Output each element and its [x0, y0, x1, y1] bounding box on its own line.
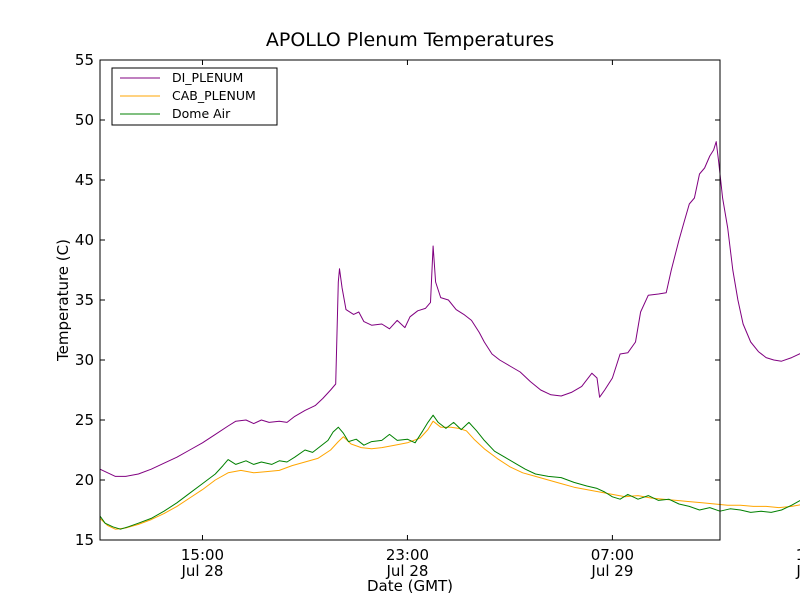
plot-area [99, 141, 800, 530]
y-tick-label: 25 [75, 411, 94, 429]
legend: DI_PLENUM CAB_PLENUM Dome Air [111, 67, 278, 126]
x-tick-date-label: Jul 29 [590, 562, 633, 580]
x-tick-date-label: Jul 28 [385, 562, 428, 580]
x-tick-time-label: 23:00 [386, 546, 429, 564]
legend-label-dome-air: Dome Air [172, 106, 231, 121]
series-line-di-plenum [99, 141, 800, 477]
y-tick-label: 50 [75, 111, 94, 129]
y-tick-label: 15 [75, 531, 94, 549]
x-tick-time-label: 15:00 [796, 546, 800, 564]
y-tick-label: 35 [75, 291, 94, 309]
plot-frame [99, 59, 721, 541]
chart-title: APOLLO Plenum Temperatures [266, 29, 554, 51]
y-tick-label: 55 [75, 51, 94, 69]
y-tick-label: 40 [75, 231, 94, 249]
series-line-dome-air [99, 414, 800, 530]
y-tick-label: 30 [75, 351, 94, 369]
legend-label-di-plenum: DI_PLENUM [172, 70, 243, 85]
x-tick-time-label: 15:00 [181, 546, 224, 564]
x-tick-date-label: Jul 29 [795, 562, 800, 580]
y-axis-label: Temperature (C) [54, 239, 72, 362]
y-axis: 15 20 25 30 35 40 45 50 55 [75, 51, 720, 549]
legend-label-cab-plenum: CAB_PLENUM [172, 88, 256, 103]
x-axis-label: Date (GMT) [367, 577, 453, 595]
x-tick-time-label: 07:00 [591, 546, 634, 564]
y-tick-label: 45 [75, 171, 94, 189]
series-line-cab-plenum [99, 420, 800, 530]
y-tick-label: 20 [75, 471, 94, 489]
x-tick-date-label: Jul 28 [181, 562, 224, 580]
